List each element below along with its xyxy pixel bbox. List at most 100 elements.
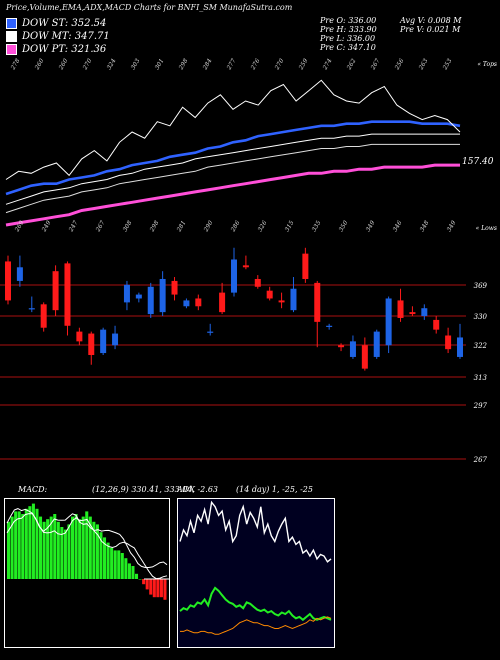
top-tick-label: 274 <box>321 57 333 71</box>
macd-bar <box>71 516 75 579</box>
top-tick-label: 270 <box>81 57 93 71</box>
macd-bar <box>10 516 14 579</box>
macd-bar <box>85 511 89 579</box>
stat-pre-open: Pre O: 336.00 <box>320 16 377 25</box>
low-tick-label: 308 <box>122 219 134 233</box>
candle-body <box>28 308 35 310</box>
macd-bar <box>103 537 107 579</box>
top-tick-label: 263 <box>417 57 429 71</box>
macd-bar <box>74 514 78 579</box>
macd-bar <box>117 550 121 579</box>
candle-body <box>326 325 333 327</box>
macd-subtitle: (12,26,9) 330.41, 333.04, -2.63 <box>92 485 218 494</box>
macd-bar <box>156 579 160 598</box>
ema-line-3 <box>5 143 460 214</box>
top-tick-label: 278 <box>9 57 21 71</box>
macd-bar <box>60 527 64 579</box>
legend-dow-st: DOW ST: 352.54 <box>6 18 106 29</box>
adx-subtitle: (14 day) 1, -25, -25 <box>236 485 313 494</box>
low-tick-label: 281 <box>175 220 187 234</box>
low-tick-label: 335 <box>311 219 323 233</box>
candle-body <box>433 319 440 330</box>
lows-label: « Lows <box>476 225 497 232</box>
macd-bar <box>124 558 128 579</box>
top-tick-label: 303 <box>130 57 142 71</box>
candle-body <box>290 288 297 311</box>
legend-swatch-st <box>6 18 17 29</box>
candle-body <box>40 304 47 328</box>
candle-body <box>231 259 237 293</box>
macd-bar <box>78 519 82 579</box>
candle-body <box>64 263 71 326</box>
ema-line-1 <box>5 120 461 196</box>
top-tick-label: 270 <box>273 57 285 71</box>
macd-bar <box>49 516 53 579</box>
macd-bar <box>28 506 32 579</box>
macd-bar <box>145 579 149 590</box>
stat-pre-high: Pre H: 333.90 <box>320 25 377 34</box>
ema-line-4 <box>5 163 460 227</box>
macd-bar <box>142 579 146 585</box>
stat-pre-volume: Pre V: 0.021 M <box>400 25 461 34</box>
macd-bar <box>63 529 67 579</box>
top-tick-label: 260 <box>33 57 45 71</box>
macd-bar <box>56 521 60 579</box>
macd-bar <box>120 553 124 579</box>
stat-avg-volume: Avg V: 0.008 M <box>400 16 462 25</box>
adx-chart <box>177 498 335 648</box>
top-tick-label: 253 <box>441 57 453 71</box>
candle-panel: 369 330 322 313 297 267 <box>0 247 488 464</box>
macd-signal-line <box>6 513 168 580</box>
legend-swatch-mt <box>6 31 17 42</box>
candle-body <box>219 292 226 313</box>
macd-bar <box>14 511 18 579</box>
candle-body <box>338 345 345 348</box>
low-tick-label: 315 <box>284 219 296 233</box>
macd-bar <box>131 566 135 579</box>
macd-bar <box>106 542 110 579</box>
low-tick-label: 349 <box>446 219 458 233</box>
low-tick-label: 249 <box>40 219 52 233</box>
candle-body <box>52 271 59 311</box>
candle-body <box>278 300 285 303</box>
top-tick-label: 277 <box>225 57 237 71</box>
candle-body <box>385 298 392 346</box>
adx-line <box>179 500 332 563</box>
price-level-label: 267 <box>473 456 488 464</box>
macd-bar <box>21 514 25 579</box>
legend-label-st: DOW ST: 352.54 <box>22 18 107 29</box>
macd-bar <box>42 521 46 579</box>
top-tick-label: 301 <box>154 58 166 71</box>
top-tick-label: 260 <box>57 57 69 71</box>
candle-body <box>254 278 261 287</box>
legend-label-pt: DOW PT: 321.36 <box>22 44 107 55</box>
macd-bar <box>159 579 163 598</box>
macd-bar <box>35 508 39 579</box>
macd-bar <box>152 579 156 598</box>
ema-line-5 <box>5 79 461 180</box>
top-tick-label: 256 <box>393 57 405 71</box>
top-tick-label: 298 <box>177 57 189 71</box>
macd-bar <box>53 514 57 579</box>
candle-body <box>135 294 142 299</box>
candle-body <box>123 284 130 303</box>
price-level-label: 313 <box>474 374 488 382</box>
candle-body <box>266 290 273 299</box>
macd-bar <box>127 563 131 579</box>
macd-bar <box>163 579 167 600</box>
macd-bar <box>39 516 43 579</box>
candle-body <box>457 337 463 357</box>
candle-body <box>409 312 416 315</box>
candle-body <box>302 253 309 279</box>
macd-bar <box>95 524 99 579</box>
top-tick-label: 324 <box>106 57 118 71</box>
top-tick-label: 267 <box>369 57 381 71</box>
macd-bar <box>24 508 28 579</box>
macd-bar <box>149 579 153 595</box>
candle-body <box>159 278 166 313</box>
candle-body <box>171 280 178 295</box>
candle-body <box>5 261 11 301</box>
candle-body <box>242 265 249 268</box>
candle-body <box>195 298 202 307</box>
macd-bar <box>46 519 50 579</box>
